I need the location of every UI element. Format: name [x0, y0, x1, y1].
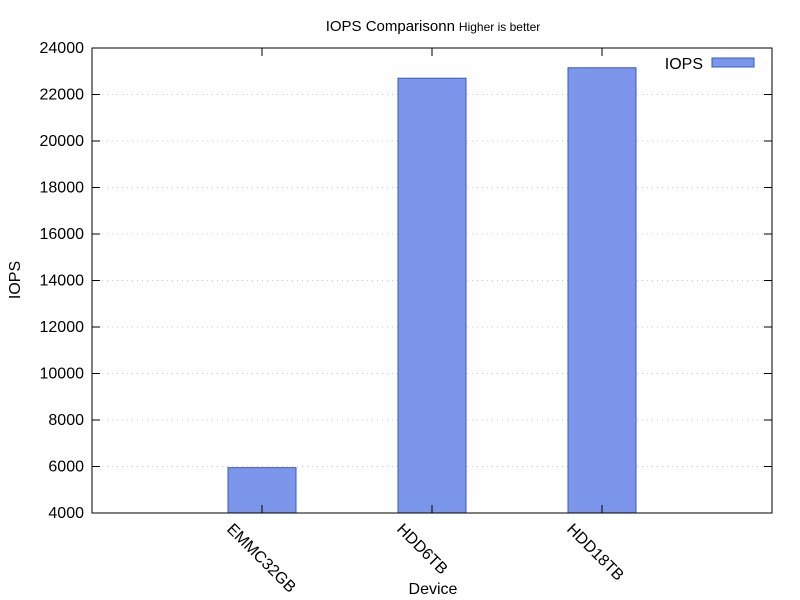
y-tick-label: 14000 — [40, 273, 85, 290]
y-tick-label: 22000 — [40, 87, 85, 104]
y-axis-label: IOPS — [7, 261, 24, 299]
legend-swatch — [711, 57, 755, 68]
y-tick-label: 12000 — [40, 319, 85, 336]
y-tick-label: 20000 — [40, 133, 85, 150]
y-tick-label: 4000 — [48, 505, 84, 522]
x-tick-label: EMMC32GB — [223, 521, 299, 597]
legend: IOPS — [665, 56, 755, 73]
bars — [227, 67, 637, 514]
bar-hdd18tb — [567, 67, 637, 514]
x-tick-label: HDD6TB — [393, 521, 450, 578]
x-tick-label: HDD18TB — [563, 521, 627, 585]
y-tick-label: 24000 — [40, 40, 85, 57]
y-tick-label: 8000 — [48, 412, 84, 429]
legend-label: IOPS — [665, 56, 703, 73]
bar-hdd6tb — [397, 77, 467, 514]
chart-subtitle: Higher is better — [459, 20, 540, 34]
chart-title-group: IOPS Comparisonn Higher is better — [326, 18, 541, 35]
chart-title: IOPS Comparisonn — [326, 18, 455, 35]
y-tick-label: 16000 — [40, 226, 85, 243]
y-tick-label: 10000 — [40, 366, 85, 383]
y-tick-label: 18000 — [40, 180, 85, 197]
y-tick-label: 6000 — [48, 459, 84, 476]
x-axis-label: Device — [409, 581, 458, 598]
y-axis-ticks: 4000 6000 8000 10000 12000 14000 16000 18000 200… — [40, 40, 772, 522]
